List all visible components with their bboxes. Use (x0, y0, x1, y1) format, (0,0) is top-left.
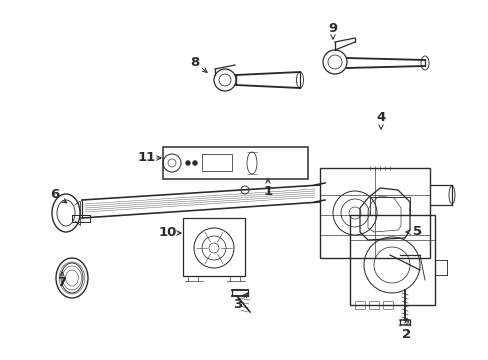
Text: 4: 4 (376, 112, 385, 125)
Text: 3: 3 (233, 298, 242, 311)
Bar (354, 301, 364, 309)
Circle shape (192, 161, 197, 166)
Bar (183, 218, 244, 276)
Bar (349, 215, 434, 305)
Text: 2: 2 (402, 328, 411, 342)
Text: 11: 11 (138, 152, 156, 165)
Text: 8: 8 (190, 55, 199, 68)
Text: 1: 1 (263, 185, 272, 198)
Bar (382, 301, 392, 309)
Text: 6: 6 (50, 189, 60, 202)
Bar (319, 168, 429, 258)
Bar (202, 154, 231, 171)
Bar (368, 301, 378, 309)
Text: 7: 7 (57, 276, 66, 289)
Circle shape (185, 161, 190, 166)
Text: 5: 5 (412, 225, 422, 238)
Bar (163, 147, 307, 179)
Text: 9: 9 (328, 22, 337, 35)
Text: 10: 10 (159, 226, 177, 239)
